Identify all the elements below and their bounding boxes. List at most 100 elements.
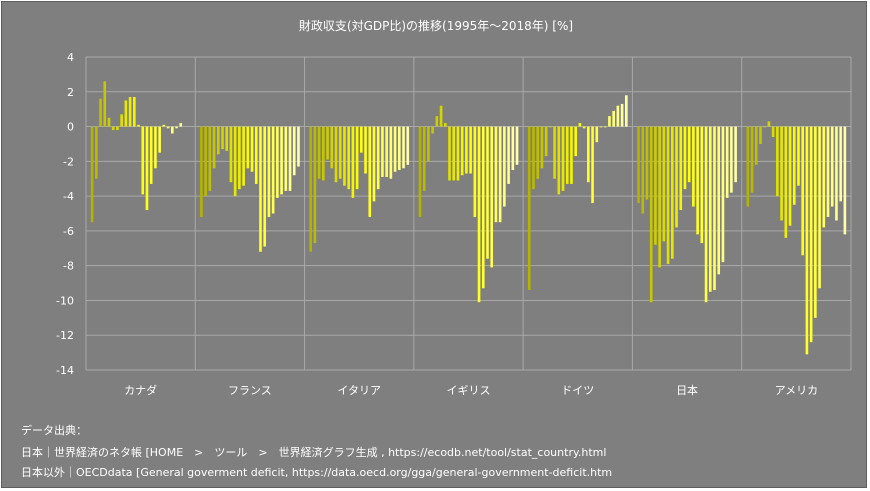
bar [713,126,716,291]
bar [608,116,611,127]
bar [259,126,262,252]
bar [166,126,170,129]
bar [801,126,804,256]
bar [385,126,388,177]
bar [317,126,321,179]
bar [90,126,94,223]
bar [120,114,123,127]
bar [814,126,817,318]
bar [145,126,149,211]
bar [313,126,317,244]
bar [591,126,594,204]
bar [238,126,241,190]
source-line-japan: 日本｜世界経済のネタ帳 [HOME > ツール > 世界経済グラフ生成 , ht… [21,446,607,459]
bar [481,126,485,289]
bar [284,126,288,191]
x-category-label: フランス [228,384,272,397]
bar [212,126,216,169]
bar [116,126,119,131]
bar [154,126,157,169]
x-category-label: 日本 [676,383,698,397]
bar [208,126,212,191]
source-line-others: 日本以外｜OECDdata [General goverment deficit… [21,466,613,479]
bar [708,126,712,292]
bar [792,126,796,205]
bar [216,126,220,155]
bar [179,123,183,127]
bar [95,126,98,179]
bar [565,126,569,184]
bar [263,126,267,247]
bar [456,126,460,181]
x-category-label: カナダ [124,383,157,397]
bar [776,126,779,197]
bar [750,126,754,193]
bar [515,126,519,165]
bar [469,126,472,174]
bar [730,126,733,193]
bar [603,126,607,128]
bar [465,126,468,174]
bar [137,124,140,127]
x-category-label: アメリカ [775,384,818,397]
bar [557,126,561,195]
bar [250,126,254,172]
bar [200,126,203,217]
bar [330,126,334,169]
bar [826,126,830,217]
bar [133,96,136,127]
bar [141,126,145,195]
bar [242,126,245,186]
bar [839,126,842,202]
bar [246,126,250,169]
bar [616,105,620,127]
bar [355,126,359,190]
bar [460,126,464,176]
bar [658,126,661,268]
bar [225,126,229,151]
x-category-label: イギリス [447,384,491,397]
bar [574,126,577,157]
bar [280,126,283,195]
y-tick-label: -4 [63,190,74,203]
bar [204,126,207,197]
y-tick-label: -10 [56,294,74,307]
gridlines [85,56,852,371]
bar [221,126,224,150]
bar [402,126,405,169]
bar [767,121,771,127]
bar [670,126,674,259]
bar [637,126,640,204]
bar [309,126,312,252]
bar [326,126,329,160]
bar [527,126,531,291]
bar [431,126,434,134]
bar [376,126,380,190]
bar [721,126,725,263]
bar [654,126,657,245]
bar [418,126,422,217]
bar [276,126,279,198]
bar [662,126,666,242]
bar [107,117,111,127]
bar [297,126,300,167]
bar [587,126,590,183]
bar [649,126,653,303]
bar [271,126,275,214]
bar [780,126,783,221]
bar [822,126,826,228]
bar [797,126,800,186]
bar [725,126,729,198]
chart-title: 財政収支(対GDP比)の推移(1995年～2018年) [%] [299,18,573,33]
bar [612,110,615,127]
bar [343,126,346,186]
bar [368,126,372,217]
bar [809,126,813,343]
bar [254,126,258,184]
bar [561,126,565,191]
bar [763,126,767,128]
bar [422,126,426,191]
bar [734,126,737,183]
bar [477,126,481,303]
